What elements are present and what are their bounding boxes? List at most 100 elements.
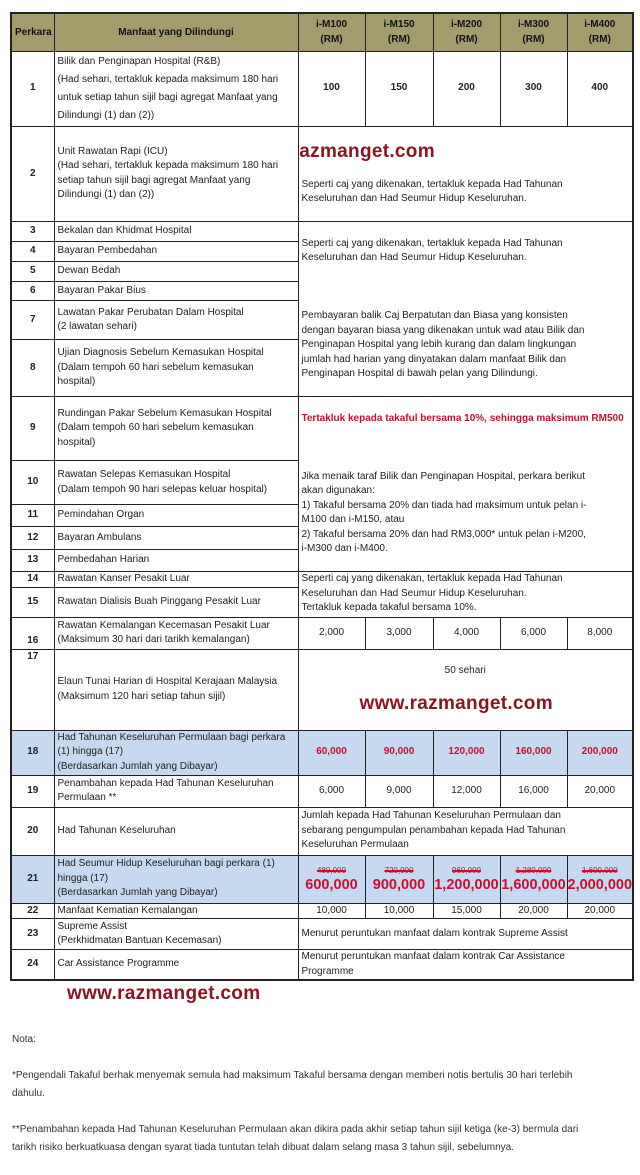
plan-value: 160,000	[499, 729, 568, 776]
row-number: 6	[10, 280, 55, 302]
table-row: 24 Car Assistance Programme Menurut peru…	[10, 949, 634, 981]
table-row: 22 Manfaat Kematian Kemalangan 10,000 10…	[10, 902, 634, 919]
benefit-text: Bayaran Pakar Bius	[53, 280, 299, 302]
plan-value: 10,000	[297, 902, 366, 919]
table-row: 23 Supreme Assist (Perkhidmatan Bantuan …	[10, 918, 634, 950]
table-row: 15 Rawatan Dialisis Buah Pinggang Pesaki…	[10, 586, 633, 618]
old-value: 720,000	[384, 865, 414, 875]
plan-value: 2,000	[297, 616, 366, 650]
old-value: 960,000	[452, 865, 481, 875]
table-row: 2 Unit Rawatan Rapi (ICU) (Had sehari, t…	[10, 125, 634, 222]
coverage-highlight: Tertakluk kepada takaful bersama 10%, se…	[301, 412, 624, 424]
row-number: 21	[10, 854, 55, 904]
benefit-text: Supreme Assist (Perkhidmatan Bantuan Kec…	[53, 918, 299, 950]
benefit-text: Penambahan kepada Had Tahunan Keseluruha…	[53, 774, 299, 808]
coverage-text: Seperti caj yang dikenakan, tertakluk ke…	[301, 178, 563, 205]
benefit-text: Elaun Tunai Harian di Hospital Kerajaan …	[53, 648, 299, 731]
coverage-block: 50 sehari www.razmanget.com	[297, 648, 634, 731]
row-number: 23	[10, 918, 55, 950]
benefit-text: Car Assistance Programme	[53, 949, 299, 981]
table-row: 8 Ujian Diagnosis Sebelum Kemasukan Hosp…	[10, 338, 633, 398]
benefit-text: Pemindahan Organ	[53, 503, 299, 528]
row-number: 17	[10, 648, 55, 731]
row-number: 22	[10, 902, 55, 919]
benefit-text: Rawatan Kanser Pesakit Luar	[53, 571, 299, 588]
table-row: 21 Had Seumur Hidup Keseluruhan bagi per…	[10, 854, 634, 904]
plan-value: 10,000	[364, 902, 434, 919]
row-number: 1	[10, 50, 55, 127]
plan-value: 20,000	[566, 774, 634, 808]
coverage-text: Jumlah kepada Had Tahunan Keseluruhan Pe…	[297, 806, 634, 856]
plan-value: 300	[499, 50, 568, 127]
benefit-text: Rawatan Kemalangan Kecemasan Pesakit Lua…	[53, 616, 299, 650]
benefit-text: Bilik dan Penginapan Hospital (R&B) (Had…	[53, 50, 299, 127]
table-row: 7 Lawatan Pakar Perubatan Dalam Hospital…	[10, 300, 633, 340]
plan-value: 400	[566, 50, 634, 127]
notes: Nota: *Pengendali Takaful berhak menyema…	[12, 1013, 627, 1175]
plan-value: 120,000	[432, 729, 501, 776]
notes-title: Nota:	[12, 1034, 36, 1045]
row-number: 19	[10, 774, 55, 808]
plan-value: 150	[364, 50, 434, 127]
table-row: 14 Rawatan Kanser Pesakit Luar Seperti c…	[10, 571, 634, 618]
row-number: 9	[10, 395, 55, 462]
new-value: 1,600,000	[501, 876, 566, 893]
plan-value-cell: 720,000 900,000	[364, 854, 434, 904]
table-row: 13 Pembedahan Harian	[10, 548, 633, 573]
header-row: Perkara Manfaat yang Dilindungi i-M100 (…	[10, 12, 634, 52]
row-number: 8	[10, 338, 55, 398]
plan-value: 12,000	[432, 774, 501, 808]
plan-value: 3,000	[364, 616, 434, 650]
benefit-text: Had Tahunan Keseluruhan	[53, 806, 299, 856]
row-number: 13	[10, 548, 55, 573]
plan-value: 20,000	[499, 902, 568, 919]
row-number: 5	[10, 260, 55, 282]
watermark: www.razmanget.com	[299, 141, 435, 162]
coverage-block: Tertakluk kepada takaful bersama 10%, se…	[297, 396, 634, 572]
row-number: 20	[10, 806, 55, 856]
row-number: 3	[10, 221, 55, 242]
benefit-text: Had Seumur Hidup Keseluruhan bagi perkar…	[53, 854, 299, 904]
plan-value: 8,000	[566, 616, 634, 650]
plan-value: 20,000	[566, 902, 634, 919]
benefit-text: Manfaat Kematian Kemalangan	[53, 902, 299, 919]
table-row: 16 Rawatan Kemalangan Kecemasan Pesakit …	[10, 616, 634, 650]
benefit-text: Rundingan Pakar Sebelum Kemasukan Hospit…	[53, 395, 299, 462]
old-value: 1,600,000	[581, 865, 618, 875]
table-row: 9 Rundingan Pakar Sebelum Kemasukan Hosp…	[10, 395, 634, 572]
coverage-text: Seperti caj yang dikenakan, tertakluk ke…	[297, 571, 634, 618]
new-value: 1,200,000	[434, 876, 499, 893]
header-plan: i-M100 (RM)	[297, 12, 366, 52]
coverage-text: Seperti caj yang dikenakan, tertakluk ke…	[301, 237, 563, 264]
row-number: 2	[10, 125, 55, 222]
benefit-text: Rawatan Selepas Kemasukan Hospital (Dala…	[53, 460, 299, 505]
plan-value: 4,000	[432, 616, 501, 650]
header-manfaat: Manfaat yang Dilindungi	[53, 12, 299, 52]
benefit-text: Lawatan Pakar Perubatan Dalam Hospital (…	[53, 300, 299, 340]
benefit-text: Pembedahan Harian	[53, 548, 299, 573]
watermark: www.razmanget.com	[67, 983, 261, 1004]
coverage-text: Menurut peruntukan manfaat dalam kontrak…	[297, 949, 634, 981]
header-plan: i-M300 (RM)	[499, 12, 568, 52]
row-number: 10	[10, 460, 55, 505]
row-number: 15	[10, 586, 55, 618]
table-row: 19 Penambahan kepada Had Tahunan Keselur…	[10, 774, 634, 808]
header-plan: i-M150 (RM)	[364, 12, 434, 52]
table-row: 1 Bilik dan Penginapan Hospital (R&B) (H…	[10, 50, 634, 127]
new-value: 900,000	[372, 876, 426, 893]
benefit-text: Had Tahunan Keseluruhan Permulaan bagi p…	[53, 729, 299, 776]
row-number: 14	[10, 571, 55, 588]
new-value: 600,000	[305, 876, 358, 893]
plan-value-cell: 1,600,000 2,000,000	[566, 854, 634, 904]
table-row: 20 Had Tahunan Keseluruhan Jumlah kepada…	[10, 806, 634, 856]
coverage-block: Seperti caj yang dikenakan, tertakluk ke…	[297, 221, 634, 397]
old-value: 1,280,000	[515, 865, 552, 875]
benefits-table: Perkara Manfaat yang Dilindungi i-M100 (…	[10, 12, 634, 981]
row-number: 18	[10, 729, 55, 776]
plan-value: 100	[297, 50, 366, 127]
benefit-text: Bekalan dan Khidmat Hospital	[53, 221, 299, 242]
benefit-text: Ujian Diagnosis Sebelum Kemasukan Hospit…	[53, 338, 299, 398]
table-row: 3 Bekalan dan Khidmat Hospital Seperti c…	[10, 221, 634, 397]
benefit-text: Bayaran Ambulans	[53, 526, 299, 550]
